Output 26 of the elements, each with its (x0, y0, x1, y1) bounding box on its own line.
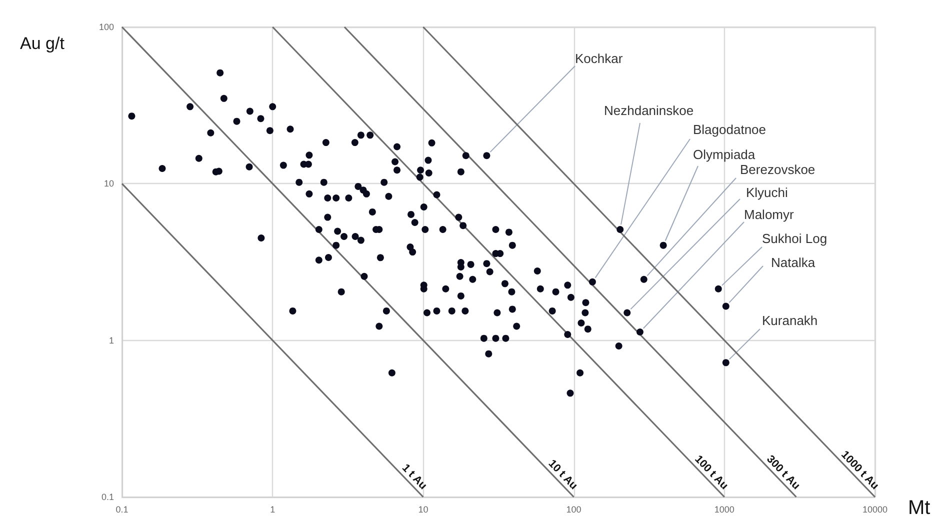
y-tick-label: 0.1 (101, 492, 114, 502)
x-tick-label: 10 (418, 504, 428, 514)
annotation: Olympiada (693, 147, 756, 162)
x-tick-label: 1 (270, 504, 276, 514)
annotation: Sukhoi Log (762, 231, 828, 246)
x-axis-title: Mt (908, 497, 931, 519)
x-tick-label: 10000 (862, 504, 888, 514)
x-tick-label: 100 (566, 504, 582, 514)
text: 300 t Au (764, 453, 802, 492)
y-tick-label: 10 (104, 178, 114, 189)
annotation: Blagodatnoe (693, 122, 766, 137)
x-tick-label: 0.1 (116, 504, 128, 514)
y-axis-title: Au g/t (20, 34, 65, 53)
y-tick-label: 1 (108, 335, 114, 346)
annotation: Malomyr (744, 207, 795, 222)
text: 1 t Au (400, 462, 430, 492)
annotation: Klyuchi (746, 185, 788, 200)
annotation: Natalka (771, 255, 816, 270)
x-tick-label: 1000 (714, 504, 734, 514)
annotation: Nezhdaninskoe (604, 103, 694, 118)
y-tick-label: 100 (98, 22, 114, 32)
annotation: Kuranakh (762, 313, 818, 328)
annotation: Berezovskoe (740, 162, 816, 177)
text: 10 t Au (546, 458, 580, 492)
annotation: Kochkar (575, 51, 624, 66)
text: 100 t Au (692, 453, 730, 492)
